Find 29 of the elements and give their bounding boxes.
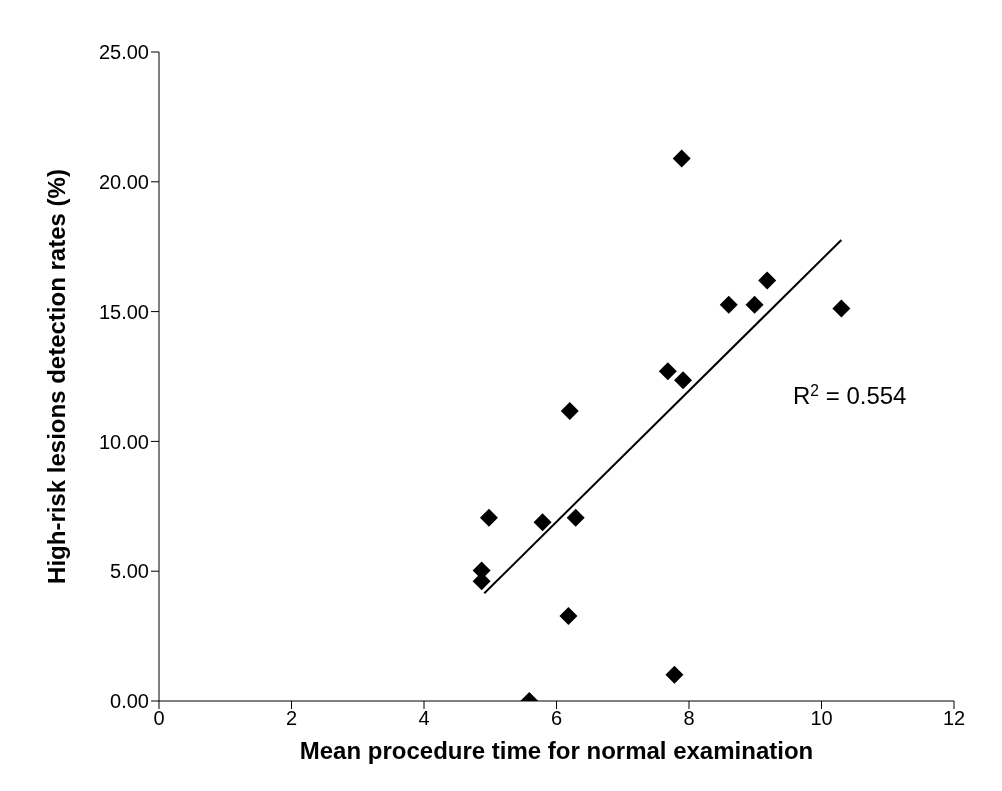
y-tick-label: 20.00 xyxy=(98,170,149,193)
point xyxy=(566,508,585,527)
x-tick-label: 4 xyxy=(418,707,430,730)
y-tick-label: 0.00 xyxy=(110,690,149,713)
point xyxy=(719,295,738,314)
x-axis-title: Mean procedure time for normal examination xyxy=(299,737,814,764)
y-tick-label: 5.00 xyxy=(110,560,149,583)
point xyxy=(745,295,764,314)
point xyxy=(658,362,677,381)
point xyxy=(672,149,691,168)
y-tick-label: 15.00 xyxy=(98,300,149,323)
point xyxy=(674,371,693,390)
y-tick-label: 10.00 xyxy=(98,430,149,453)
y-axis-title: High-risk lesions detection rates (%) xyxy=(42,169,70,584)
x-tick-label: 10 xyxy=(810,707,833,730)
x-tick-label: 0 xyxy=(153,707,165,730)
point xyxy=(758,271,777,290)
point xyxy=(533,513,552,532)
point xyxy=(559,607,578,626)
x-tick-label: 8 xyxy=(683,707,695,730)
x-tick-label: 2 xyxy=(285,707,298,730)
point xyxy=(479,508,498,527)
point xyxy=(665,665,684,684)
point xyxy=(832,299,851,318)
annotation: R$^{2}$ = 0.554 xyxy=(793,381,907,409)
y-tick-label: 25.00 xyxy=(98,41,149,64)
point xyxy=(560,402,579,421)
x-tick-label: 6 xyxy=(550,707,563,730)
x-tick-label: 12 xyxy=(942,707,966,730)
